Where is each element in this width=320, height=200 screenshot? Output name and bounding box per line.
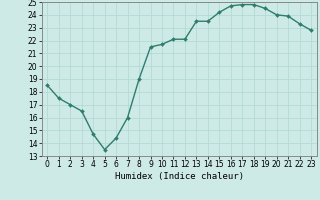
X-axis label: Humidex (Indice chaleur): Humidex (Indice chaleur) <box>115 172 244 181</box>
